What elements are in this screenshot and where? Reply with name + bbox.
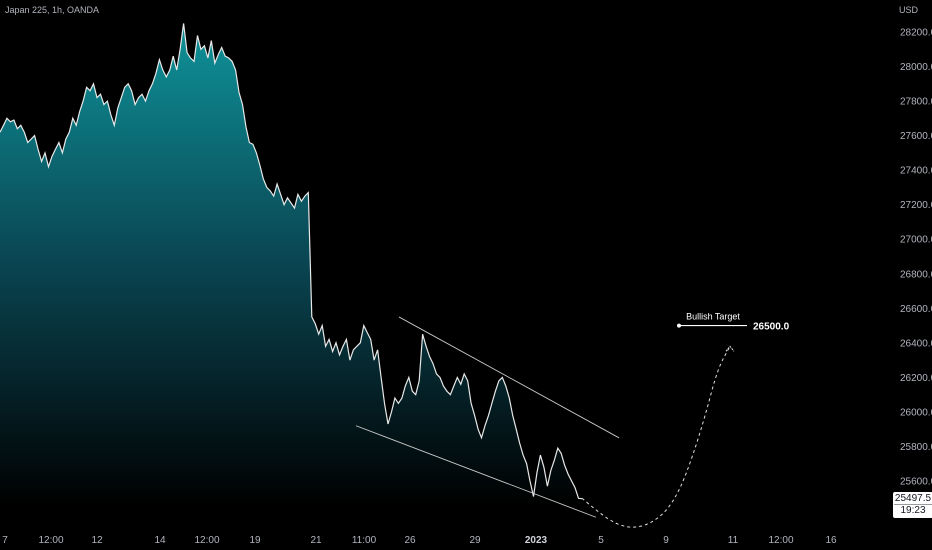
x-tick-label: 12:00 xyxy=(38,535,63,546)
y-tick-label: 28200.0 xyxy=(900,28,932,39)
y-tick-label: 25600.0 xyxy=(900,477,932,488)
channel-lower-line xyxy=(355,425,597,518)
currency-label: USD xyxy=(899,5,919,15)
y-tick-label: 27200.0 xyxy=(900,200,932,211)
target-value: 26500.0 xyxy=(753,322,790,333)
y-tick-label: 27600.0 xyxy=(900,131,932,142)
projected-path xyxy=(581,346,731,528)
y-tick-label: 27400.0 xyxy=(900,166,932,177)
x-tick-label: 16 xyxy=(825,535,837,546)
target-anchor-dot xyxy=(677,323,681,328)
x-tick-label: 19 xyxy=(249,535,261,546)
y-tick-label: 27800.0 xyxy=(900,97,932,108)
x-tick-label: 12 xyxy=(91,535,103,546)
x-axis: 7 12:00 12 14 12:00 19 21 11:00 26 29 2023 5 9 11 12:0… xyxy=(2,535,837,546)
target-layer: Bullish Target 26500.0 xyxy=(677,312,790,333)
channel-layer xyxy=(355,316,620,518)
x-tick-label: 29 xyxy=(469,535,481,546)
y-tick-label: 27000.0 xyxy=(900,235,932,246)
x-tick-label: 14 xyxy=(154,535,166,546)
price-area-fill xyxy=(0,23,582,533)
x-tick-label: 2023 xyxy=(525,535,548,546)
x-tick-label: 11 xyxy=(728,535,739,546)
y-tick-label: 28000.0 xyxy=(900,62,932,73)
x-tick-label: 26 xyxy=(404,535,416,546)
y-tick-label: 25800.0 xyxy=(900,442,932,453)
x-tick-label: 7 xyxy=(2,535,8,546)
price-line xyxy=(0,23,583,500)
y-axis: 28200.0 28000.0 27800.0 27600.0 27400.0 27200… xyxy=(900,28,932,488)
x-tick-label: 12:00 xyxy=(194,535,219,546)
symbol-title: Japan 225, 1h, OANDA xyxy=(5,5,100,15)
channel-upper-line xyxy=(398,316,620,439)
projection-layer xyxy=(581,345,735,528)
area-layer xyxy=(0,23,583,533)
x-tick-label: 12:00 xyxy=(768,535,793,546)
y-tick-label: 26000.0 xyxy=(900,407,932,418)
bar-countdown: 19:23 xyxy=(894,504,932,516)
last-price-value: 25497.5 xyxy=(894,493,932,504)
y-tick-label: 26400.0 xyxy=(900,338,932,349)
x-tick-label: 11:00 xyxy=(352,535,377,546)
y-tick-label: 26800.0 xyxy=(900,269,932,280)
x-tick-label: 5 xyxy=(598,535,604,546)
y-tick-label: 26200.0 xyxy=(900,373,932,384)
x-tick-label: 21 xyxy=(310,535,322,546)
target-label: Bullish Target xyxy=(686,312,740,322)
x-tick-label: 9 xyxy=(663,535,669,546)
projected-arrowhead xyxy=(725,345,735,352)
last-price-badge: 25497.5 19:23 xyxy=(893,492,932,518)
y-tick-label: 26600.0 xyxy=(900,304,932,315)
